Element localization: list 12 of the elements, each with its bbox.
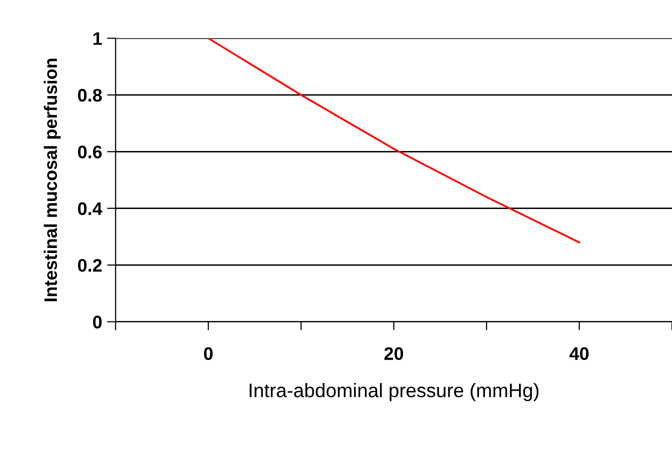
y-tick-label: 1 [93, 32, 102, 45]
y-tick-label: 0 [93, 316, 102, 328]
y-tick-label: 0.6 [78, 146, 102, 158]
x-tick-label: 20 [384, 347, 404, 360]
x-tick-label: 0 [204, 347, 213, 360]
y-tick-label: 0.4 [78, 202, 102, 216]
x-tick-label: 40 [569, 347, 589, 360]
line-series [207, 38, 580, 244]
y-axis-title: Intestinal mucosal perfusion [44, 58, 61, 302]
y-tick-label: 0.2 [78, 258, 102, 272]
y-tick-label: 0.8 [78, 88, 102, 102]
x-axis-title: Intra-abdominal pressure (mmHg) [250, 383, 538, 402]
